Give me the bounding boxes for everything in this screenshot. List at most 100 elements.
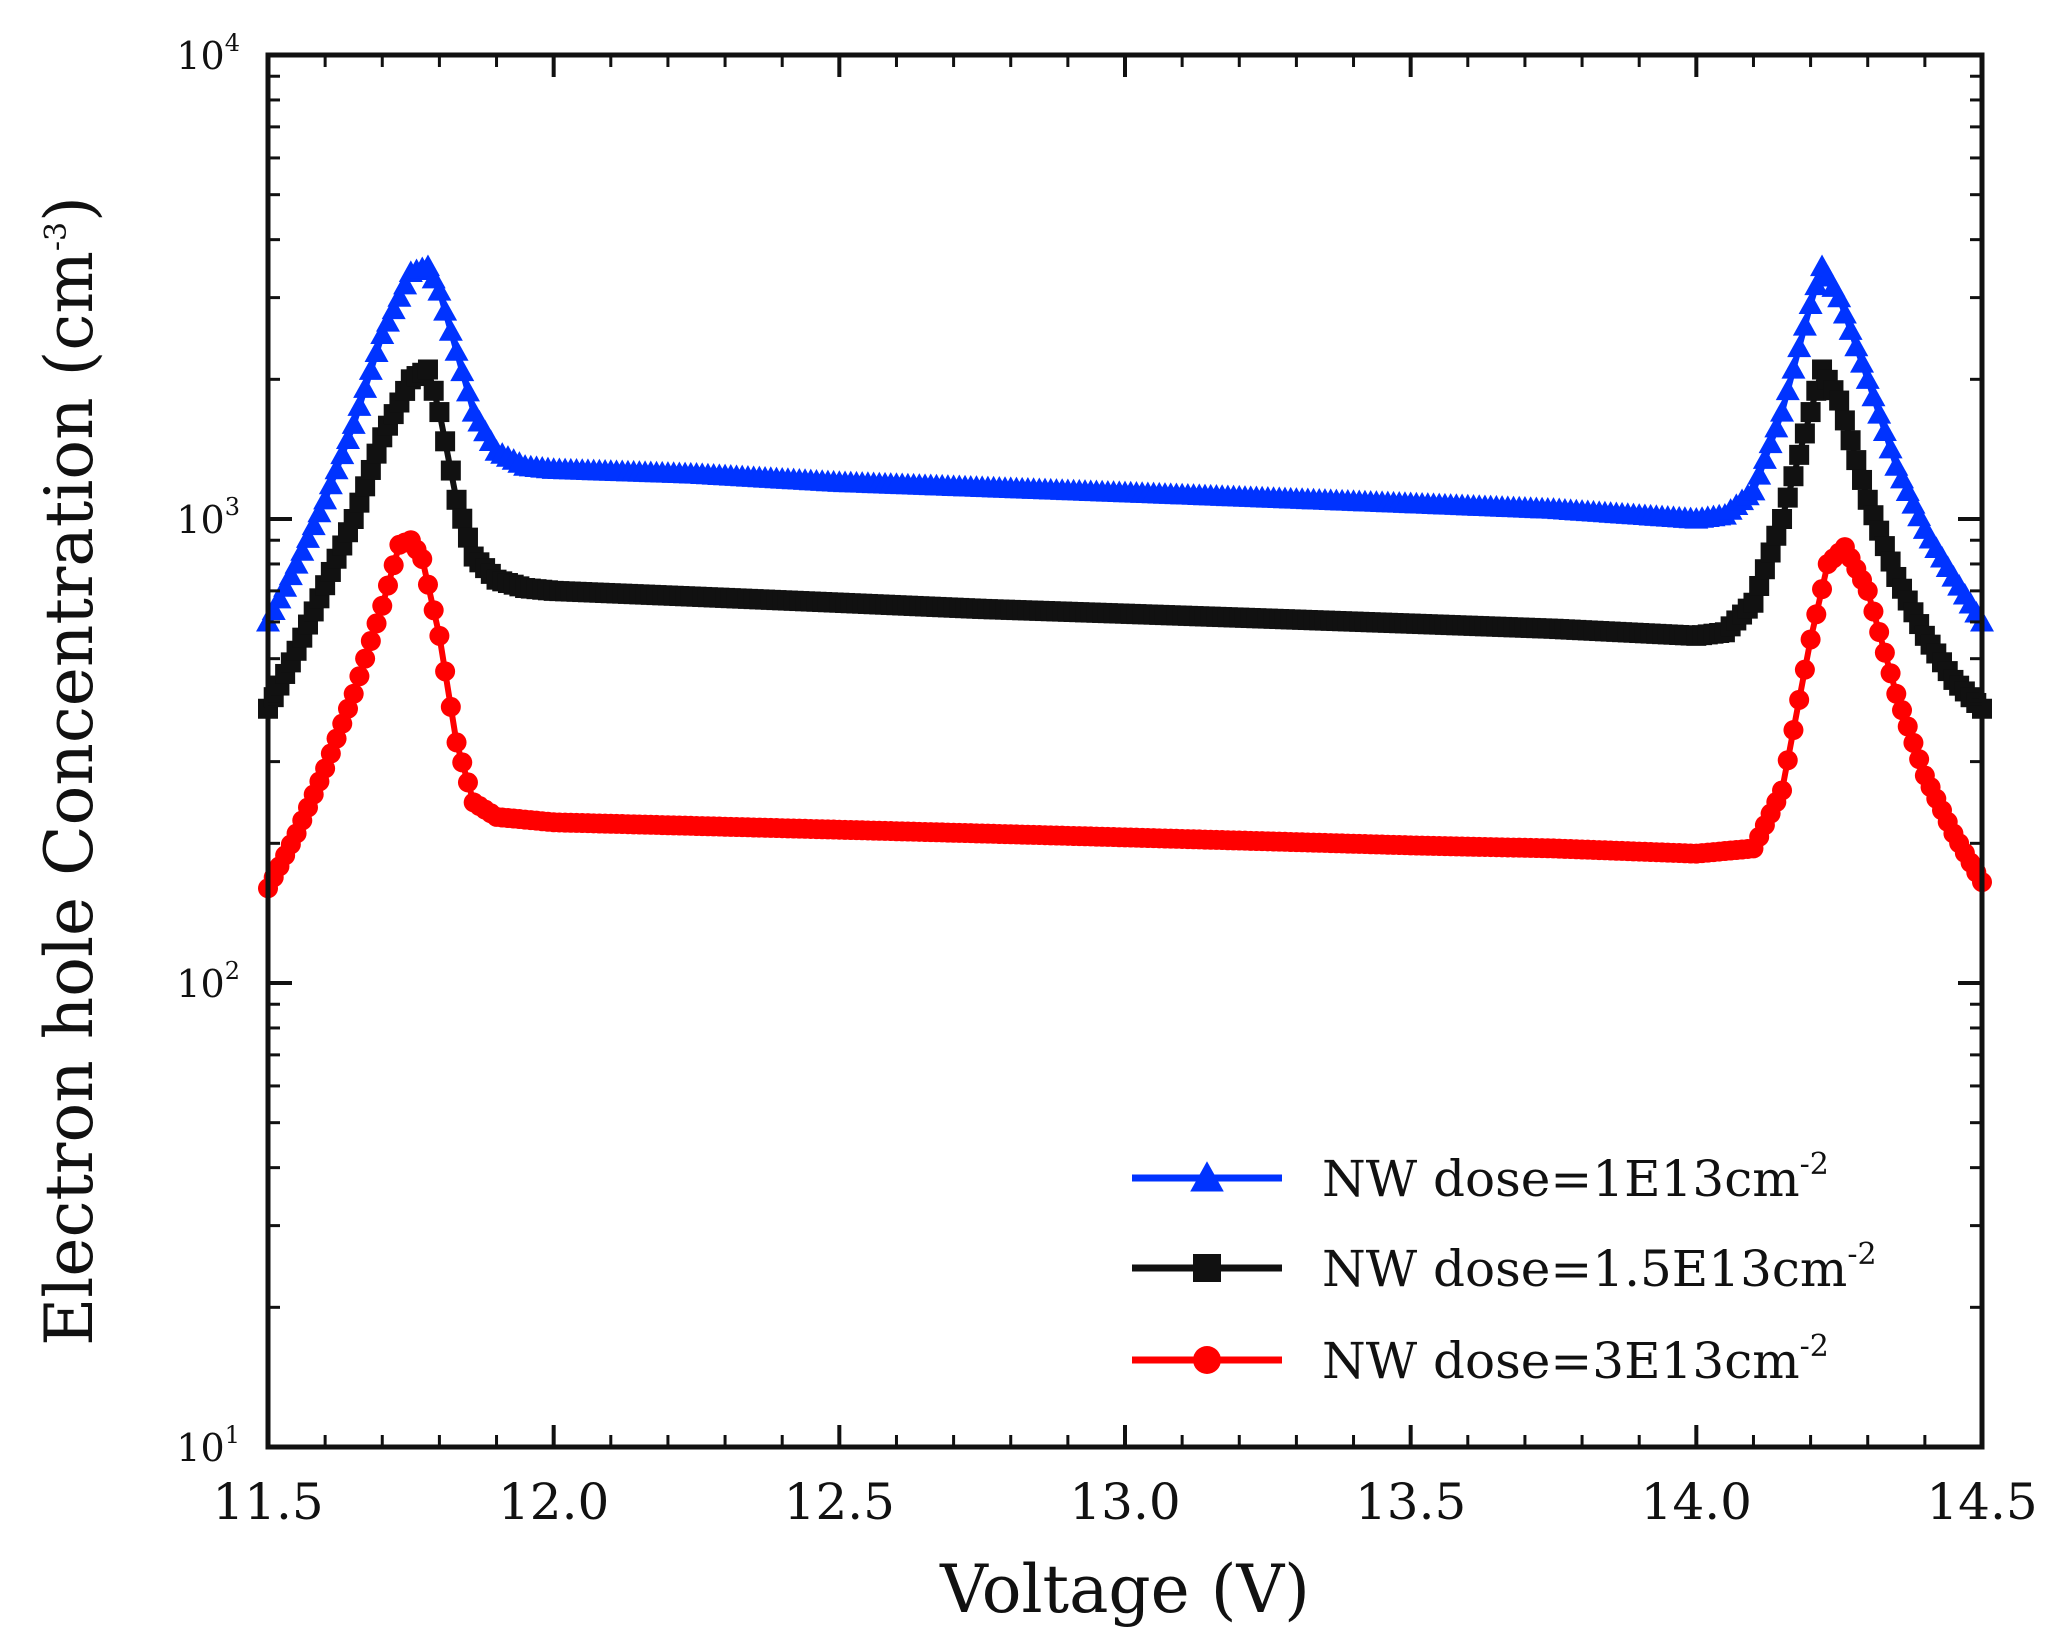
data-point bbox=[290, 539, 315, 561]
series-triangle bbox=[256, 254, 1994, 632]
data-point bbox=[1749, 575, 1770, 596]
data-point bbox=[1747, 463, 1772, 485]
data-point bbox=[1855, 367, 1880, 389]
legend-label: NW dose=1E13cm-2 bbox=[1322, 1147, 1829, 1208]
data-point bbox=[1909, 749, 1930, 770]
y-tick-exponent: 1 bbox=[225, 1421, 240, 1449]
data-point bbox=[355, 648, 376, 669]
data-point bbox=[1872, 419, 1897, 442]
data-point bbox=[1869, 520, 1890, 541]
x-tick-label: 12.0 bbox=[498, 1473, 609, 1531]
x-tick-label: 11.5 bbox=[212, 1473, 323, 1531]
data-point bbox=[360, 631, 381, 652]
data-point bbox=[1760, 542, 1781, 563]
legend-label-text: NW dose=1.5E13cm bbox=[1322, 1240, 1847, 1298]
x-tick-label: 13.5 bbox=[1355, 1473, 1466, 1531]
y-tick-base: 10 bbox=[176, 962, 224, 1006]
data-point bbox=[1783, 720, 1804, 741]
data-point bbox=[1772, 780, 1793, 801]
legend-marker-square bbox=[1193, 1254, 1221, 1282]
data-point bbox=[1846, 450, 1867, 471]
data-point bbox=[1827, 285, 1852, 308]
data-point bbox=[1867, 402, 1892, 424]
data-point bbox=[1787, 335, 1812, 358]
data-point bbox=[353, 376, 378, 398]
x-axis-label: Voltage (V) bbox=[939, 1551, 1310, 1628]
legend: NW dose=1E13cm-2NW dose=1.5E13cm-2NW dos… bbox=[1132, 1147, 1877, 1390]
data-point bbox=[387, 285, 412, 307]
legend-marker-circle bbox=[1193, 1346, 1221, 1374]
data-point bbox=[1741, 478, 1766, 501]
x-tick-label: 14.0 bbox=[1641, 1473, 1752, 1531]
data-point bbox=[1857, 580, 1878, 601]
legend-label-exponent: -2 bbox=[1847, 1237, 1876, 1272]
data-point bbox=[366, 613, 387, 634]
legend-entry-circle: NW dose=3E13cm-2 bbox=[1132, 1329, 1829, 1390]
data-point bbox=[381, 297, 406, 320]
data-point bbox=[1838, 318, 1863, 340]
data-point bbox=[429, 625, 450, 646]
legend-label-exponent: -2 bbox=[1800, 1147, 1829, 1182]
plot-frame bbox=[265, 52, 1985, 1450]
data-point bbox=[423, 600, 444, 621]
data-point bbox=[375, 309, 400, 332]
x-tick-label: 13.0 bbox=[1069, 1473, 1180, 1531]
data-point bbox=[366, 443, 387, 464]
data-point bbox=[383, 555, 404, 576]
data-point bbox=[301, 513, 326, 536]
data-point bbox=[360, 459, 381, 480]
data-point bbox=[435, 431, 456, 452]
data-point bbox=[1772, 509, 1793, 529]
data-point bbox=[1850, 350, 1875, 373]
data-point bbox=[1852, 469, 1873, 490]
y-tick-label: 104 bbox=[176, 29, 240, 78]
data-point bbox=[1880, 663, 1901, 684]
data-point bbox=[444, 339, 469, 361]
series-line bbox=[265, 263, 1985, 624]
data-point bbox=[1844, 334, 1869, 357]
legend-label-text: NW dose=3E13cm bbox=[1322, 1332, 1800, 1390]
data-point bbox=[423, 380, 444, 401]
data-point bbox=[307, 500, 332, 523]
data-point bbox=[1789, 444, 1810, 465]
data-point bbox=[429, 402, 450, 423]
data-point bbox=[324, 457, 349, 480]
data-point bbox=[438, 319, 463, 341]
data-point bbox=[1806, 604, 1827, 625]
y-tick-base: 10 bbox=[176, 1426, 224, 1470]
data-point bbox=[427, 279, 452, 301]
series-circle bbox=[258, 530, 1992, 899]
data-point bbox=[433, 299, 458, 321]
data-point bbox=[393, 272, 418, 295]
y-tick-base: 10 bbox=[176, 34, 224, 78]
data-point bbox=[1794, 423, 1815, 444]
data-point bbox=[440, 696, 461, 717]
data-point bbox=[349, 666, 370, 687]
data-point bbox=[1783, 466, 1804, 487]
data-point bbox=[1880, 551, 1901, 572]
data-point bbox=[1878, 436, 1903, 459]
data-point bbox=[1743, 592, 1764, 613]
data-point bbox=[1794, 659, 1815, 680]
data-point bbox=[343, 683, 364, 704]
data-point bbox=[452, 508, 473, 529]
data-point bbox=[349, 492, 370, 513]
data-point bbox=[318, 472, 343, 495]
data-point bbox=[1777, 750, 1798, 771]
data-point bbox=[446, 732, 467, 753]
y-axis-label-part: Electron hole Concentration (cm bbox=[31, 251, 108, 1346]
series-square bbox=[258, 359, 1992, 719]
data-point bbox=[364, 340, 389, 362]
data-point bbox=[1752, 447, 1777, 469]
data-point bbox=[355, 476, 376, 497]
y-axis-label-part: -3 bbox=[39, 222, 74, 251]
data-point bbox=[358, 358, 383, 380]
y-tick-label: 102 bbox=[176, 957, 240, 1006]
y-axis-label: Electron hole Concentration (cm-3) bbox=[31, 196, 108, 1346]
legend-entry-triangle: NW dose=1E13cm-2 bbox=[1132, 1147, 1829, 1208]
data-point bbox=[267, 586, 292, 609]
data-point bbox=[1886, 683, 1907, 704]
x-tick-label: 12.5 bbox=[784, 1473, 895, 1531]
y-axis-label-part: ) bbox=[31, 196, 108, 222]
